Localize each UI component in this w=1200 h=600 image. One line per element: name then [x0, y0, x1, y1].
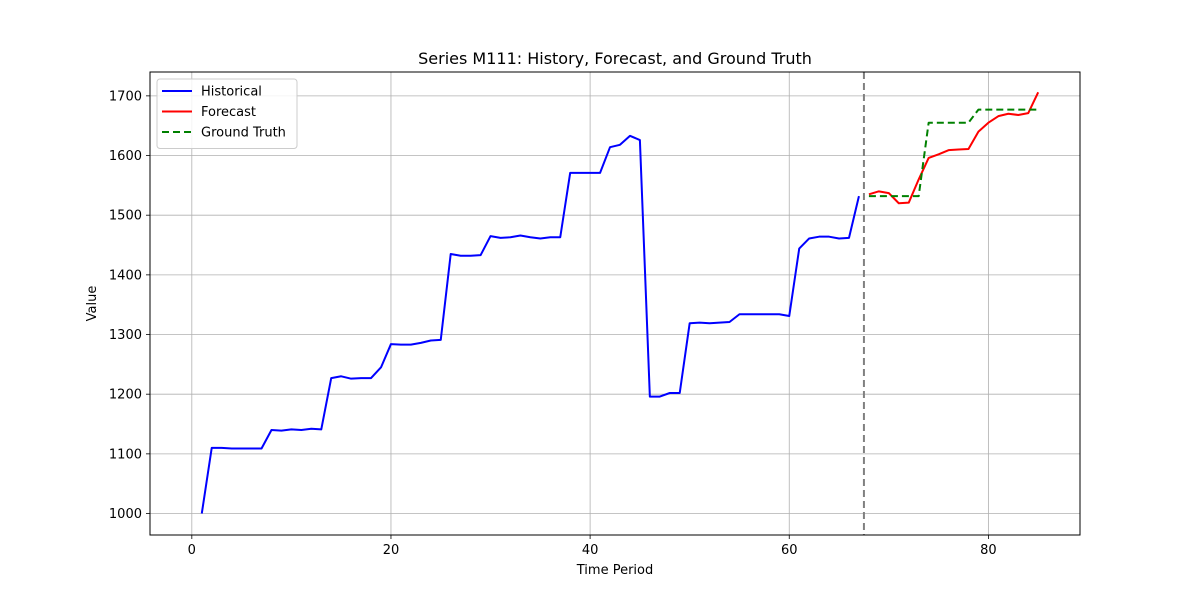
legend: Historical Forecast Ground Truth: [156, 78, 298, 149]
chart-title: Series M111: History, Forecast, and Grou…: [418, 49, 812, 68]
y-tick-label: 1300: [109, 328, 142, 343]
legend-label: Forecast: [201, 105, 256, 120]
series-line-historical: [200, 134, 860, 514]
series-line-forecast: [868, 91, 1040, 205]
series-layer: [200, 91, 1040, 514]
y-tick-label: 1000: [109, 507, 142, 522]
ticks-layer: 0 20 40 60 80 1000 1100 1200 1300 1400 1500 1600 170…: [109, 89, 997, 558]
legend-label: Historical: [201, 85, 262, 100]
y-tick-label: 1100: [109, 447, 142, 462]
series-line-ground-truth: [868, 108, 1039, 198]
y-tick-label: 1600: [109, 149, 142, 164]
plot-frame: [149, 71, 1081, 536]
legend-label: Ground Truth: [201, 126, 286, 141]
x-axis-label: Time Period: [576, 563, 653, 578]
legend-box: [156, 78, 298, 149]
y-tick-label: 1200: [109, 388, 142, 403]
x-tick-label: 80: [980, 543, 997, 558]
y-tick-label: 1500: [109, 209, 142, 224]
grid-layer: [150, 72, 1080, 535]
x-tick-label: 20: [383, 543, 400, 558]
y-tick-label: 1700: [109, 89, 142, 104]
x-tick-label: 40: [582, 543, 599, 558]
y-tick-label: 1400: [109, 268, 142, 283]
x-tick-label: 0: [188, 543, 196, 558]
y-axis-label: Value: [85, 286, 100, 322]
x-tick-label: 60: [781, 543, 798, 558]
